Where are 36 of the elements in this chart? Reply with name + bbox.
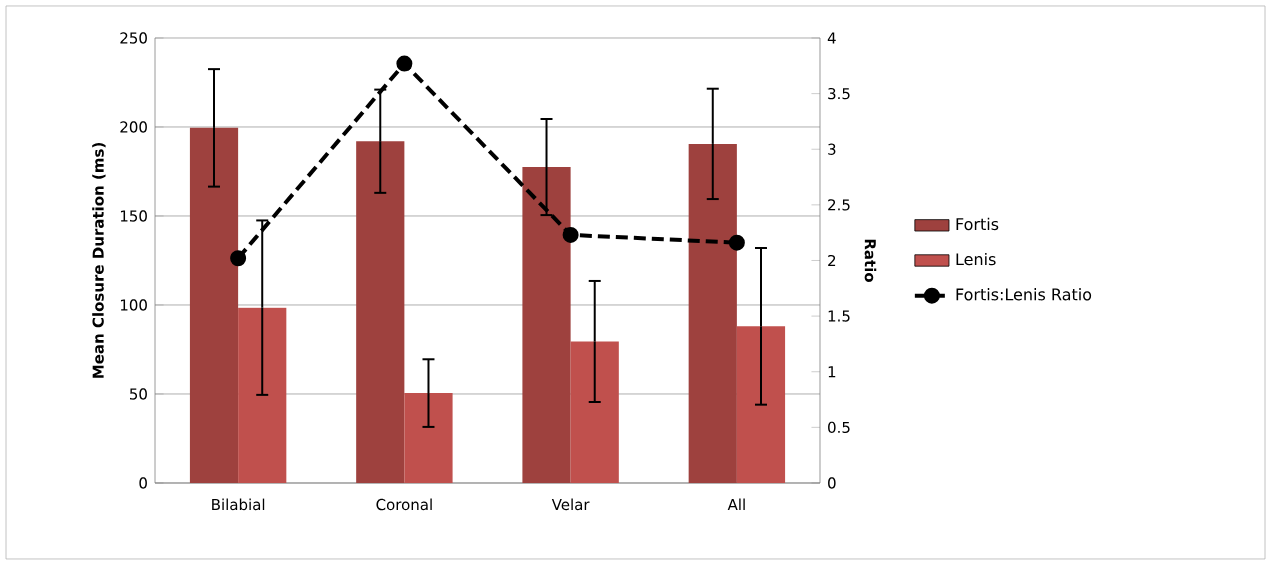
bar — [238, 307, 287, 483]
x-tick-label: All — [727, 498, 745, 510]
point — [396, 55, 413, 72]
y-tick-label: 0 — [139, 477, 147, 489]
y2-tick-label: 0 — [828, 477, 836, 489]
point — [728, 234, 745, 251]
y2-axis-title: Ratio — [864, 239, 877, 282]
legend-label: Fortis — [956, 217, 999, 231]
y2-tick-label: 3 — [828, 143, 836, 155]
y-tick-label: 100 — [120, 299, 147, 311]
y2-tick-label: 0.5 — [828, 421, 850, 434]
x-tick-label: Velar — [551, 498, 590, 511]
x-tick-label: Bilabial — [212, 498, 265, 511]
bar — [570, 341, 619, 483]
y-axis-title: Mean Closure Duration (ms) — [92, 143, 106, 378]
legend-label: Fortis:Lenis Ratio — [956, 288, 1092, 301]
x-tick-label: Coronal — [376, 498, 432, 511]
y-tick-label: 200 — [120, 121, 147, 133]
y2-tick-label: 2 — [828, 254, 836, 267]
point — [230, 250, 247, 267]
y-tick-label: 150 — [120, 210, 147, 222]
y2-tick-label: 4 — [827, 32, 836, 44]
bar — [522, 167, 571, 483]
point — [562, 226, 579, 243]
y2-tick-label: 2.5 — [828, 199, 850, 211]
bar — [688, 143, 737, 483]
bar — [356, 141, 405, 483]
bar — [404, 393, 453, 483]
y2-tick-label: 1 — [828, 366, 836, 378]
bar — [736, 326, 786, 483]
y-tick-label: 250 — [120, 32, 147, 44]
bar — [189, 127, 239, 483]
y2-tick-label: 1.5 — [828, 310, 850, 322]
legend-label: Lenis — [956, 252, 996, 266]
y2-tick-label: 3.5 — [828, 87, 850, 100]
y-tick-label: 50 — [130, 388, 147, 400]
